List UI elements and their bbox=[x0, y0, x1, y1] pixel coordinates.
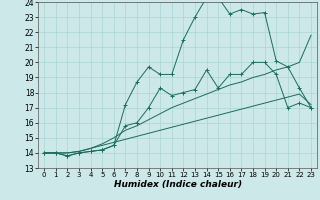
X-axis label: Humidex (Indice chaleur): Humidex (Indice chaleur) bbox=[114, 180, 242, 189]
